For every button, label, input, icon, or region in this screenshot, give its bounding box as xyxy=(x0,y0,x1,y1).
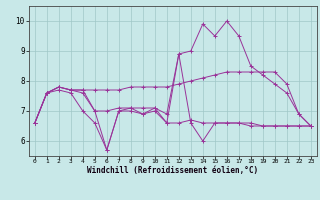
X-axis label: Windchill (Refroidissement éolien,°C): Windchill (Refroidissement éolien,°C) xyxy=(87,166,258,175)
